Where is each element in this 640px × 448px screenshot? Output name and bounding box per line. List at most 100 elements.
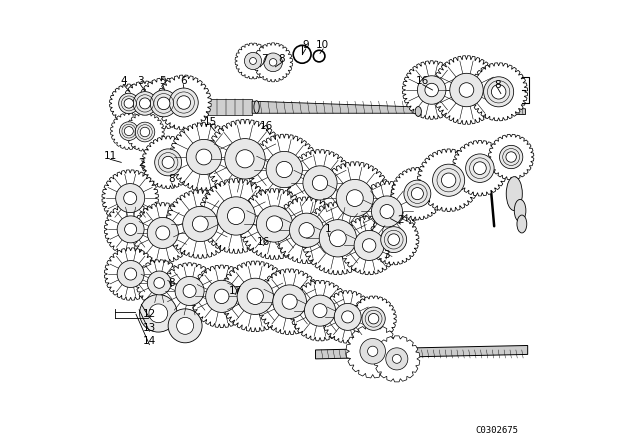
Text: 8: 8 (168, 278, 175, 288)
Polygon shape (205, 120, 284, 198)
Text: 7: 7 (261, 54, 268, 64)
Text: 16: 16 (257, 237, 270, 247)
Circle shape (168, 309, 202, 343)
Circle shape (319, 220, 356, 257)
Text: 12: 12 (143, 309, 156, 319)
Polygon shape (175, 103, 200, 110)
Circle shape (227, 207, 244, 224)
Circle shape (360, 339, 385, 364)
Polygon shape (104, 248, 157, 300)
Circle shape (459, 83, 474, 97)
Circle shape (362, 239, 376, 252)
Polygon shape (391, 168, 444, 220)
Polygon shape (132, 202, 193, 263)
Text: 8: 8 (495, 80, 501, 90)
Circle shape (474, 162, 486, 175)
Polygon shape (136, 260, 182, 306)
Text: 17: 17 (228, 286, 242, 296)
Text: 16: 16 (260, 121, 273, 131)
Circle shape (147, 271, 171, 295)
Circle shape (492, 85, 506, 99)
Polygon shape (156, 75, 211, 130)
Circle shape (177, 317, 194, 334)
Polygon shape (301, 202, 374, 275)
Circle shape (404, 180, 431, 207)
Circle shape (214, 289, 229, 304)
Circle shape (442, 173, 456, 187)
Circle shape (425, 83, 438, 97)
Circle shape (237, 278, 273, 314)
Polygon shape (488, 134, 534, 180)
Circle shape (266, 216, 283, 232)
Ellipse shape (517, 215, 527, 233)
Polygon shape (374, 336, 420, 382)
Circle shape (282, 294, 297, 309)
Text: 9: 9 (302, 40, 309, 50)
Polygon shape (122, 81, 167, 126)
Circle shape (124, 192, 137, 205)
Circle shape (392, 354, 401, 363)
Polygon shape (346, 325, 399, 378)
Circle shape (303, 166, 337, 200)
Polygon shape (417, 149, 480, 211)
Text: 3: 3 (383, 250, 389, 260)
Circle shape (299, 223, 314, 238)
Polygon shape (252, 101, 419, 113)
Text: 10: 10 (316, 40, 329, 50)
Circle shape (289, 213, 324, 247)
Polygon shape (191, 265, 253, 327)
Text: 2: 2 (138, 158, 145, 168)
Circle shape (305, 295, 335, 326)
Circle shape (273, 285, 307, 319)
Circle shape (417, 76, 446, 104)
Circle shape (367, 346, 378, 357)
Circle shape (266, 151, 303, 188)
Polygon shape (273, 197, 340, 263)
Text: 15: 15 (204, 117, 217, 127)
Circle shape (125, 268, 137, 280)
Circle shape (236, 150, 254, 168)
Circle shape (177, 96, 191, 109)
Text: 8: 8 (168, 174, 175, 184)
Ellipse shape (515, 199, 526, 222)
Polygon shape (356, 181, 417, 242)
Circle shape (313, 304, 327, 318)
Circle shape (256, 206, 292, 242)
Circle shape (225, 138, 265, 179)
Circle shape (412, 188, 424, 200)
Circle shape (250, 57, 257, 65)
Polygon shape (452, 140, 508, 196)
Ellipse shape (415, 107, 421, 116)
Text: 14: 14 (143, 336, 156, 346)
Polygon shape (316, 345, 527, 359)
Text: 5: 5 (159, 76, 166, 86)
Circle shape (186, 139, 221, 175)
Circle shape (264, 53, 282, 72)
Polygon shape (111, 113, 147, 149)
Circle shape (135, 122, 155, 142)
Circle shape (140, 295, 177, 332)
Circle shape (499, 145, 523, 168)
Circle shape (388, 234, 399, 246)
Circle shape (336, 180, 374, 217)
Circle shape (484, 77, 514, 107)
Circle shape (506, 152, 516, 162)
Polygon shape (287, 150, 353, 216)
Circle shape (362, 307, 385, 330)
Circle shape (193, 216, 208, 232)
Text: 3: 3 (137, 76, 144, 86)
Polygon shape (417, 107, 525, 115)
Text: 2: 2 (397, 215, 404, 225)
Text: 8: 8 (279, 54, 285, 64)
Circle shape (217, 197, 255, 235)
Circle shape (162, 156, 174, 168)
Circle shape (124, 99, 134, 108)
Polygon shape (321, 291, 374, 343)
Polygon shape (198, 179, 273, 253)
Circle shape (196, 149, 212, 165)
Circle shape (117, 216, 144, 243)
Circle shape (386, 348, 408, 370)
Circle shape (154, 278, 164, 289)
Circle shape (140, 98, 150, 109)
Circle shape (175, 276, 204, 306)
